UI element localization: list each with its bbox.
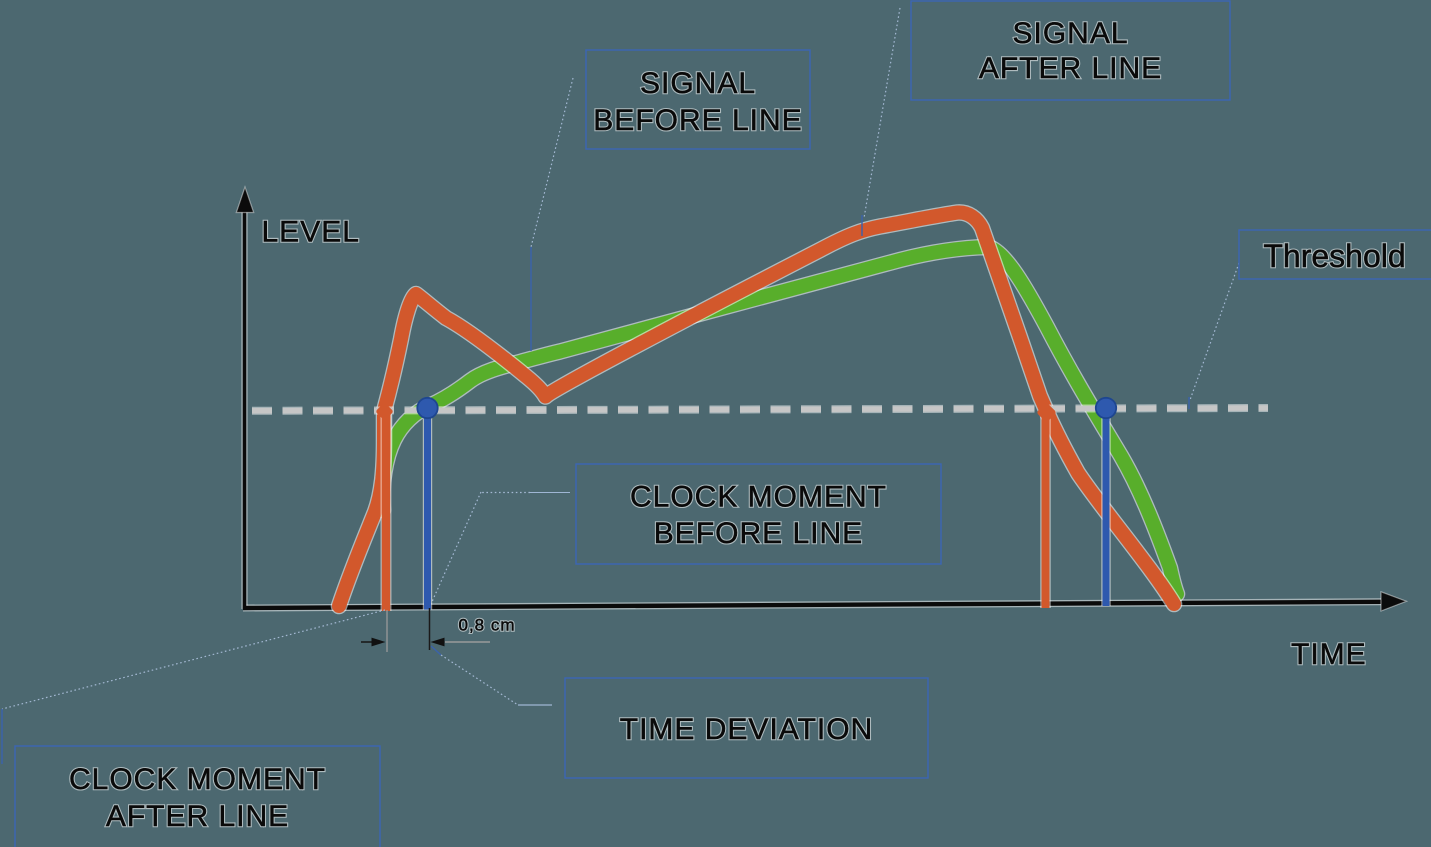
svg-text:SIGNAL: SIGNAL bbox=[640, 67, 756, 100]
svg-text:BEFORE LINE: BEFORE LINE bbox=[593, 104, 802, 137]
svg-text:AFTER LINE: AFTER LINE bbox=[979, 52, 1162, 85]
svg-text:0,8 cm: 0,8 cm bbox=[458, 616, 515, 635]
svg-text:BEFORE LINE: BEFORE LINE bbox=[654, 517, 863, 550]
svg-text:CLOCK MOMENT: CLOCK MOMENT bbox=[630, 481, 887, 514]
svg-text:SIGNAL: SIGNAL bbox=[1012, 17, 1128, 50]
svg-text:0,8 cm: 0,8 cm bbox=[458, 616, 515, 635]
svg-text:TIME DEVIATION: TIME DEVIATION bbox=[620, 713, 873, 746]
svg-text:CLOCK MOMENT: CLOCK MOMENT bbox=[630, 481, 887, 514]
svg-text:TIME: TIME bbox=[1291, 638, 1367, 671]
svg-text:AFTER LINE: AFTER LINE bbox=[979, 52, 1162, 85]
svg-text:SIGNAL: SIGNAL bbox=[640, 67, 756, 100]
svg-text:BEFORE LINE: BEFORE LINE bbox=[593, 104, 802, 137]
svg-text:LEVEL: LEVEL bbox=[262, 216, 360, 249]
svg-text:Threshold: Threshold bbox=[1263, 238, 1405, 274]
svg-text:TIME DEVIATION: TIME DEVIATION bbox=[620, 713, 873, 746]
svg-text:BEFORE LINE: BEFORE LINE bbox=[654, 517, 863, 550]
svg-text:CLOCK MOMENT: CLOCK MOMENT bbox=[69, 763, 326, 796]
svg-text:CLOCK MOMENT: CLOCK MOMENT bbox=[69, 763, 326, 796]
svg-text:Threshold: Threshold bbox=[1263, 238, 1405, 274]
svg-text:TIME: TIME bbox=[1291, 638, 1367, 671]
svg-text:LEVEL: LEVEL bbox=[262, 216, 360, 249]
svg-text:AFTER LINE: AFTER LINE bbox=[106, 800, 289, 833]
svg-text:SIGNAL: SIGNAL bbox=[1012, 17, 1128, 50]
svg-text:AFTER LINE: AFTER LINE bbox=[106, 800, 289, 833]
